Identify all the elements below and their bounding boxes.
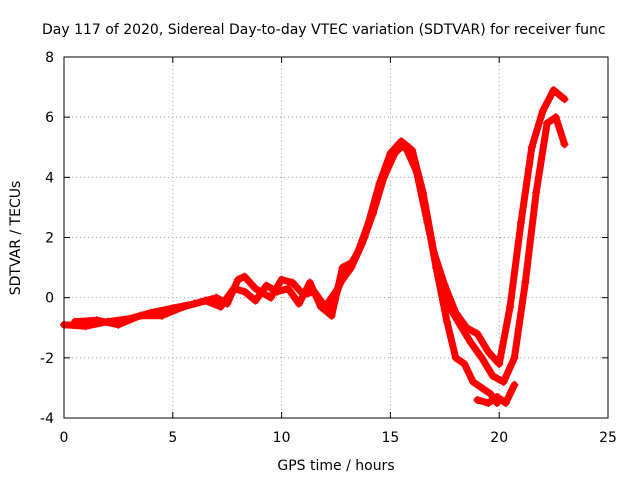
data-point bbox=[432, 263, 441, 272]
data-point bbox=[201, 296, 210, 305]
data-point bbox=[399, 140, 408, 149]
data-point bbox=[338, 263, 347, 272]
data-point bbox=[251, 296, 260, 305]
data-point bbox=[473, 329, 482, 338]
data-point bbox=[560, 95, 569, 104]
data-point bbox=[456, 320, 465, 329]
data-point bbox=[501, 398, 510, 407]
data-point bbox=[488, 371, 497, 380]
data-point bbox=[284, 284, 293, 293]
data-point bbox=[543, 119, 552, 128]
data-point bbox=[316, 302, 325, 311]
x-axis-ticks: 0 5 10 15 20 25 bbox=[60, 57, 617, 446]
data-point bbox=[390, 149, 399, 158]
grid-lines bbox=[64, 57, 608, 418]
data-point bbox=[499, 377, 508, 386]
data-point bbox=[336, 278, 345, 287]
data-point bbox=[212, 293, 221, 302]
x-tick-label: 0 bbox=[60, 430, 69, 446]
x-tick-label: 20 bbox=[490, 430, 508, 446]
data-point bbox=[358, 239, 367, 248]
y-tick-label: 4 bbox=[45, 170, 54, 186]
data-point bbox=[234, 275, 243, 284]
data-point bbox=[157, 311, 166, 320]
data-point bbox=[495, 359, 504, 368]
data-point bbox=[379, 173, 388, 182]
data-point bbox=[277, 275, 286, 284]
data-point bbox=[506, 302, 515, 311]
data-point bbox=[368, 209, 377, 218]
x-tick-label: 25 bbox=[599, 430, 617, 446]
x-axis-label: GPS time / hours bbox=[277, 458, 394, 474]
data-point bbox=[532, 188, 541, 197]
data-point bbox=[460, 359, 469, 368]
data-point bbox=[510, 353, 519, 362]
data-point bbox=[216, 302, 225, 311]
series-track-c bbox=[325, 140, 502, 407]
data-point bbox=[521, 278, 530, 287]
data-point bbox=[266, 293, 275, 302]
data-point bbox=[493, 392, 502, 401]
data-point bbox=[295, 299, 304, 308]
data-point bbox=[410, 158, 419, 167]
data-point bbox=[560, 140, 569, 149]
data-point bbox=[136, 311, 145, 320]
data-point bbox=[549, 86, 558, 95]
data-point bbox=[451, 353, 460, 362]
data-point bbox=[347, 263, 356, 272]
series-track-b bbox=[70, 113, 569, 386]
data-point bbox=[240, 287, 249, 296]
data-point bbox=[516, 218, 525, 227]
x-tick-label: 15 bbox=[381, 430, 399, 446]
data-point bbox=[551, 113, 560, 122]
data-point bbox=[527, 143, 536, 152]
y-tick-label: -2 bbox=[40, 351, 54, 367]
chart-title: Day 117 of 2020, Sidereal Day-to-day VTE… bbox=[42, 22, 606, 38]
y-tick-label: -4 bbox=[40, 411, 54, 427]
y-tick-label: 8 bbox=[45, 50, 54, 66]
x-tick-label: 10 bbox=[273, 430, 291, 446]
data-series bbox=[60, 86, 569, 407]
data-point bbox=[510, 380, 519, 389]
data-point bbox=[484, 398, 493, 407]
data-point bbox=[484, 347, 493, 356]
data-point bbox=[273, 287, 282, 296]
series-track-a bbox=[60, 86, 569, 368]
data-point bbox=[229, 284, 238, 293]
data-point bbox=[240, 272, 249, 281]
series-band bbox=[71, 113, 568, 386]
data-point bbox=[466, 338, 475, 347]
series-band bbox=[60, 86, 568, 368]
series-band bbox=[326, 140, 501, 407]
y-axis-ticks: -4 -2 0 2 4 6 8 bbox=[40, 50, 608, 427]
data-point bbox=[262, 281, 271, 290]
data-point bbox=[325, 308, 334, 317]
data-point bbox=[251, 284, 260, 293]
data-point bbox=[179, 302, 188, 311]
y-tick-label: 2 bbox=[45, 231, 54, 247]
data-point bbox=[70, 317, 79, 326]
data-point bbox=[442, 317, 451, 326]
x-tick-label: 5 bbox=[168, 430, 177, 446]
data-point bbox=[477, 353, 486, 362]
y-tick-label: 0 bbox=[45, 291, 54, 307]
y-tick-label: 6 bbox=[45, 110, 54, 126]
data-point bbox=[538, 107, 547, 116]
data-point bbox=[305, 278, 314, 287]
data-point bbox=[486, 389, 495, 398]
y-axis-label: SDTVAR / TECUs bbox=[8, 181, 24, 296]
data-point bbox=[114, 320, 123, 329]
data-point bbox=[288, 278, 297, 287]
data-point bbox=[92, 316, 101, 325]
data-point bbox=[477, 383, 486, 392]
data-point bbox=[469, 377, 478, 386]
data-point bbox=[473, 395, 482, 404]
data-point bbox=[421, 203, 430, 212]
series-track-d bbox=[473, 380, 519, 407]
